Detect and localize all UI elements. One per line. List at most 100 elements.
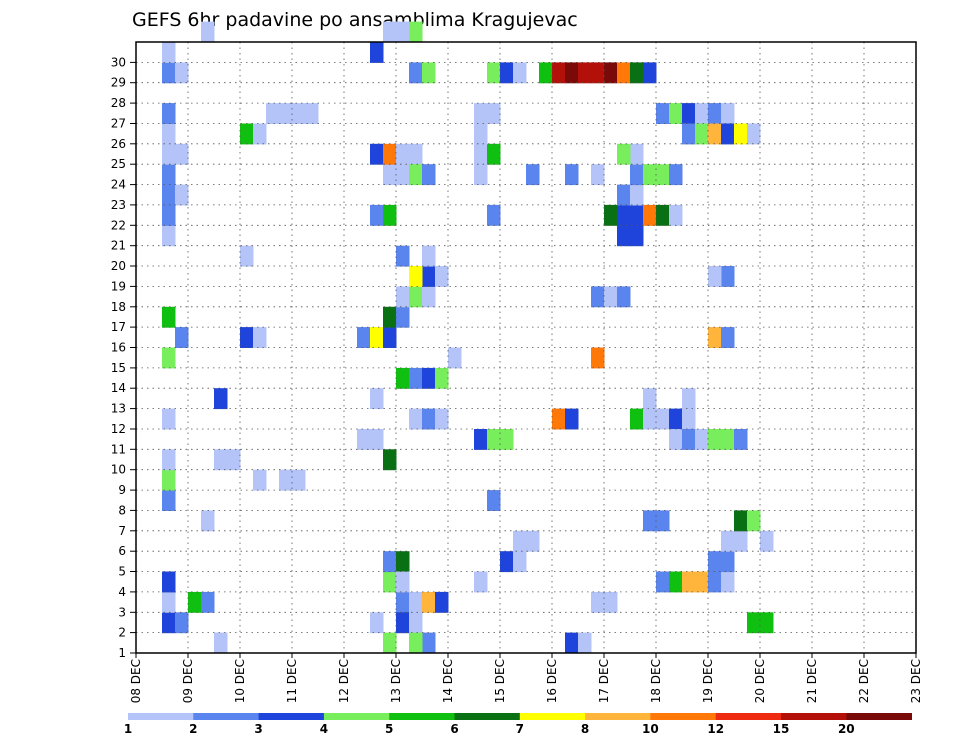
precip-cell <box>617 204 631 226</box>
precip-cell <box>175 612 189 634</box>
x-date-label: 15 DEC <box>493 659 507 703</box>
precip-cell <box>591 286 605 308</box>
y-tick-label: 23 <box>111 198 126 212</box>
precip-cell <box>162 490 176 511</box>
y-tick-label: 12 <box>111 422 126 436</box>
precip-cell <box>370 612 384 634</box>
y-tick-label: 29 <box>111 76 126 90</box>
precip-cell <box>630 184 644 206</box>
y-tick-label: 13 <box>111 402 126 416</box>
precip-cell <box>201 510 215 532</box>
precip-cell <box>474 103 488 124</box>
precip-cell <box>422 367 436 389</box>
precip-cell <box>396 306 410 328</box>
precip-cell <box>565 164 579 186</box>
x-date-label: 20 DEC <box>753 659 767 703</box>
precip-cell <box>487 429 501 450</box>
legend-swatch <box>128 713 194 720</box>
legend-label: 5 <box>385 722 393 736</box>
precip-cell <box>422 286 436 308</box>
precip-cell <box>214 449 228 471</box>
precip-cell <box>656 408 670 430</box>
precip-cell <box>175 327 189 348</box>
precip-cell <box>708 571 722 593</box>
precip-cell <box>214 388 228 410</box>
precip-cell <box>357 429 371 450</box>
precip-cell <box>552 408 566 430</box>
precip-cell <box>630 204 644 226</box>
precip-cell <box>383 21 397 43</box>
y-tick-label: 15 <box>111 361 126 375</box>
y-tick-label: 25 <box>111 157 126 171</box>
legend-swatch <box>454 713 521 720</box>
precip-cell <box>565 632 579 654</box>
precip-cell <box>370 429 384 450</box>
precip-cell <box>656 103 670 124</box>
precip-cell <box>695 123 709 145</box>
precip-cell <box>396 591 410 613</box>
precip-cell <box>591 347 605 369</box>
precip-cell <box>500 551 514 573</box>
precip-cell <box>383 632 397 654</box>
precip-cell <box>487 62 501 84</box>
legend-swatch <box>258 713 325 720</box>
x-date-label: 21 DEC <box>805 659 819 703</box>
precip-cell <box>682 571 696 593</box>
precip-cell <box>708 266 722 287</box>
y-tick-label: 9 <box>118 483 126 497</box>
legend-label: 12 <box>707 722 724 736</box>
precip-cell <box>721 571 735 593</box>
precip-cell <box>604 62 618 84</box>
precip-cell <box>617 143 631 165</box>
precip-cell <box>656 164 670 186</box>
precip-cell <box>422 266 436 287</box>
x-date-label: 22 DEC <box>857 659 871 703</box>
precip-cell <box>591 62 605 84</box>
precip-cell <box>734 429 748 450</box>
precip-cell <box>656 204 670 226</box>
precip-cell <box>630 225 644 247</box>
x-date-label: 14 DEC <box>441 659 455 703</box>
precip-cell <box>175 143 189 165</box>
precip-cell <box>162 408 176 430</box>
precip-cell <box>162 469 176 491</box>
precip-cell <box>617 184 631 206</box>
x-date-label: 09 DEC <box>181 659 195 703</box>
legend-label: 3 <box>254 722 262 736</box>
precip-cell <box>370 388 384 410</box>
precip-cell <box>760 530 774 552</box>
precip-cell <box>162 204 176 226</box>
precip-cell <box>396 21 410 43</box>
precip-cell <box>682 388 696 410</box>
y-tick-label: 17 <box>111 320 126 334</box>
precip-cell <box>422 62 436 84</box>
precip-cell <box>695 103 709 124</box>
y-tick-label: 16 <box>111 341 126 355</box>
legend-label: 4 <box>320 722 328 736</box>
precip-cell <box>409 266 423 287</box>
precip-cell <box>409 612 423 634</box>
precip-cell <box>747 123 761 145</box>
precip-cell <box>474 571 488 593</box>
legend-swatch <box>519 713 586 720</box>
precip-cell <box>188 591 202 613</box>
precip-cell <box>396 143 410 165</box>
precip-cell <box>578 62 592 84</box>
precip-cell <box>643 510 657 532</box>
y-tick-label: 24 <box>111 178 126 192</box>
precip-cell <box>162 225 176 247</box>
x-date-label: 10 DEC <box>233 659 247 703</box>
precip-cell <box>396 571 410 593</box>
precip-cell <box>643 408 657 430</box>
precip-cell <box>162 449 176 471</box>
precip-cell <box>201 591 215 613</box>
precip-cell <box>565 62 579 84</box>
precip-cell <box>292 469 306 491</box>
precip-cell <box>422 245 436 267</box>
precip-cell <box>526 530 540 552</box>
legend-swatch <box>389 713 455 720</box>
legend-label: 2 <box>189 722 197 736</box>
precip-cell <box>162 306 176 328</box>
precip-cell <box>383 204 397 226</box>
precip-cell <box>760 612 774 634</box>
